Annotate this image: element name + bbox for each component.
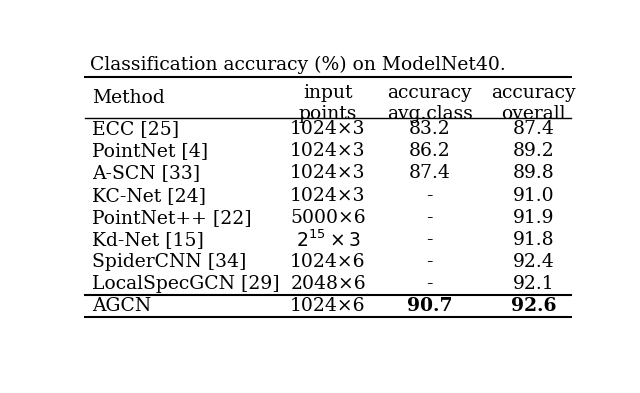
Text: 1024×6: 1024×6 xyxy=(291,253,365,271)
Text: KC-Net [24]: KC-Net [24] xyxy=(92,187,206,205)
Text: 92.6: 92.6 xyxy=(511,297,557,315)
Text: $2^{15}\times 3$: $2^{15}\times 3$ xyxy=(296,229,360,250)
Text: SpiderCNN [34]: SpiderCNN [34] xyxy=(92,253,247,271)
Text: 90.7: 90.7 xyxy=(407,297,452,315)
Text: 86.2: 86.2 xyxy=(409,142,451,160)
Text: 1024×3: 1024×3 xyxy=(291,142,365,160)
Text: A-SCN [33]: A-SCN [33] xyxy=(92,165,200,182)
Text: PointNet++ [22]: PointNet++ [22] xyxy=(92,209,252,227)
Text: -: - xyxy=(426,231,433,249)
Text: PointNet [4]: PointNet [4] xyxy=(92,142,209,160)
Text: 1024×6: 1024×6 xyxy=(291,297,365,315)
Text: 1024×3: 1024×3 xyxy=(291,165,365,182)
Text: Method: Method xyxy=(92,89,165,107)
Text: 1024×3: 1024×3 xyxy=(291,120,365,138)
Text: ECC [25]: ECC [25] xyxy=(92,120,180,138)
Text: 91.9: 91.9 xyxy=(513,209,555,227)
Text: 87.4: 87.4 xyxy=(409,165,451,182)
Text: -: - xyxy=(426,275,433,293)
Text: LocalSpecGCN [29]: LocalSpecGCN [29] xyxy=(92,275,280,293)
Text: 89.2: 89.2 xyxy=(513,142,555,160)
Text: 5000×6: 5000×6 xyxy=(290,209,366,227)
Text: 87.4: 87.4 xyxy=(513,120,555,138)
Text: -: - xyxy=(426,187,433,205)
Text: avg.class: avg.class xyxy=(387,105,472,123)
Text: 91.8: 91.8 xyxy=(513,231,555,249)
Text: 92.4: 92.4 xyxy=(513,253,555,271)
Text: points: points xyxy=(299,105,357,123)
Text: 2048×6: 2048×6 xyxy=(290,275,366,293)
Text: accuracy: accuracy xyxy=(387,84,472,102)
Text: Kd-Net [15]: Kd-Net [15] xyxy=(92,231,204,249)
Text: accuracy: accuracy xyxy=(492,84,576,102)
Text: Classification accuracy (%) on ModelNet40.: Classification accuracy (%) on ModelNet4… xyxy=(90,56,506,75)
Text: input: input xyxy=(303,84,353,102)
Text: -: - xyxy=(426,209,433,227)
Text: 1024×3: 1024×3 xyxy=(291,187,365,205)
Text: 91.0: 91.0 xyxy=(513,187,555,205)
Text: -: - xyxy=(426,253,433,271)
Text: 83.2: 83.2 xyxy=(409,120,451,138)
Text: AGCN: AGCN xyxy=(92,297,152,315)
Text: 92.1: 92.1 xyxy=(513,275,555,293)
Text: 89.8: 89.8 xyxy=(513,165,555,182)
Text: overall: overall xyxy=(502,105,566,123)
